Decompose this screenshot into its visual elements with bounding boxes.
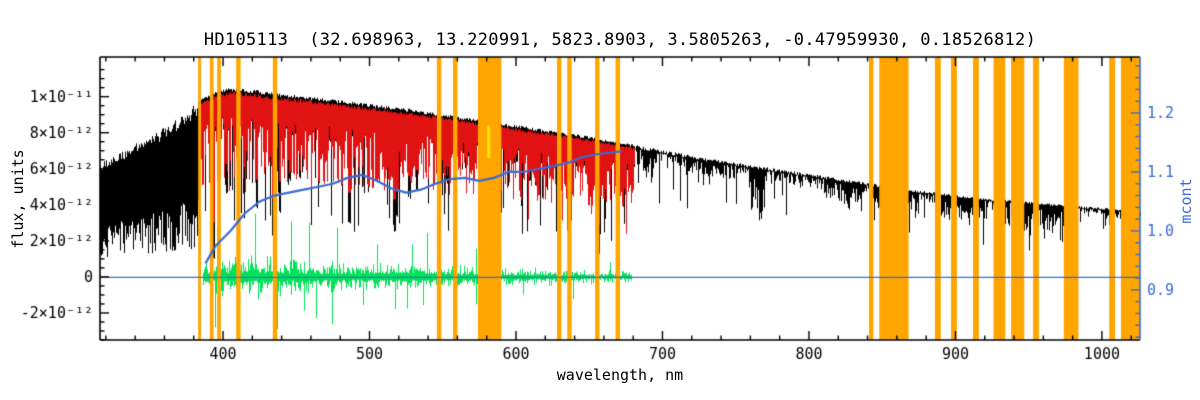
spectrum-plot-canvas <box>0 0 1200 400</box>
spectrum-figure: HD105113 (32.698963, 13.220991, 5823.890… <box>0 0 1200 400</box>
